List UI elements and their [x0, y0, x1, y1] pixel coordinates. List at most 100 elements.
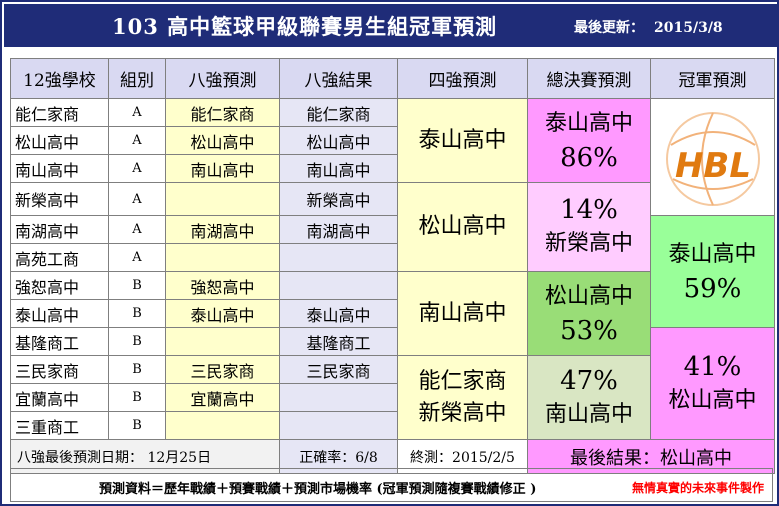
group-cell: A: [108, 154, 166, 183]
pred8-cell: 南湖高中: [165, 215, 280, 244]
group-cell: A: [108, 243, 166, 272]
champion-pred-2: 41% 松山高中: [650, 327, 775, 440]
pred8-cell: 松山高中: [165, 126, 280, 155]
final-pct: 47%: [560, 365, 618, 396]
final-pct: 53%: [560, 315, 618, 346]
group-cell: A: [108, 126, 166, 155]
semi-team: 能仁家商: [418, 368, 507, 394]
res8-cell: [279, 411, 398, 440]
table-row: 基隆商工 B 基隆商工 41% 松山高中: [10, 327, 775, 440]
updated-date: 2015/3/8: [654, 20, 723, 36]
table-row: 南湖高中 A 南湖高中 南湖高中 泰山高中 59%: [10, 215, 775, 328]
school-cell: 三民家商: [10, 355, 109, 384]
pred8-cell: 能仁家商: [165, 98, 280, 127]
group-cell: B: [108, 383, 166, 412]
col-header-finals: 總決賽預測: [527, 58, 651, 99]
table-row: 高苑工商 A: [10, 243, 775, 272]
final-team: 松山高中: [544, 283, 633, 309]
table-row: 強恕高中 B 強恕高中 南山高中 松山高中 53%: [10, 271, 775, 356]
res8-cell: 南湖高中: [279, 215, 398, 244]
pred8-cell: 泰山高中: [165, 299, 280, 328]
res8-cell: 基隆商工: [279, 327, 398, 356]
group-cell: A: [108, 182, 166, 216]
col-header-champion: 冠軍預測: [650, 58, 775, 99]
group-cell: B: [108, 299, 166, 328]
pred8-cell: [165, 182, 280, 216]
res8-cell: [279, 243, 398, 272]
col-header-res8: 八強結果: [279, 58, 398, 99]
table-row: 南山高中 A 南山高中 南山高中: [10, 154, 775, 183]
final-pred-4: 47% 南山高中: [527, 355, 651, 440]
school-cell: 能仁家商: [10, 98, 109, 127]
school-cell: 松山高中: [10, 126, 109, 155]
table-row: 宜蘭高中 B 宜蘭高中: [10, 383, 775, 412]
pred8-date: 八強最後預測日期： 12月25日: [10, 439, 280, 474]
page-title: 103 高中籃球甲級聯賽男生組冠軍預測: [112, 14, 498, 39]
final-pct: 86%: [560, 142, 618, 173]
res8-cell: 松山高中: [279, 126, 398, 155]
res8-cell: 泰山高中: [279, 299, 398, 328]
final-pred-1: 泰山高中 86%: [527, 98, 651, 183]
table-row: 松山高中 A 松山高中 松山高中: [10, 126, 775, 155]
semi-pred-1: 泰山高中: [397, 98, 528, 183]
school-cell: 南湖高中: [10, 215, 109, 244]
school-cell: 泰山高中: [10, 299, 109, 328]
res8-cell: 新榮高中: [279, 182, 398, 216]
title-bar: 103 高中籃球甲級聯賽男生組冠軍預測 最後更新： 2015/3/8: [4, 4, 777, 47]
semi-team: 新榮高中: [418, 400, 507, 426]
school-cell: 南山高中: [10, 154, 109, 183]
school-cell: 基隆商工: [10, 327, 109, 356]
pred8-cell: [165, 243, 280, 272]
data-source-note: 預測資料＝歷年戰績＋預賽戰績＋預測市場機率 (冠軍預測隨複賽戰績修正 ): [99, 482, 537, 497]
final-team: 新榮高中: [544, 231, 633, 256]
champion-pct: 59%: [683, 273, 742, 304]
school-cell: 高苑工商: [10, 243, 109, 272]
final-pred-2: 14% 新榮高中: [527, 182, 651, 272]
last-updated: 最後更新： 2015/3/8: [574, 17, 723, 37]
credit-text: 無情真實的未來事件製作: [631, 481, 764, 495]
group-cell: A: [108, 215, 166, 244]
final-pct: 14%: [560, 195, 618, 225]
hbl-logo-text: HBL: [675, 146, 751, 186]
semi-pred-4: 能仁家商 新榮高中: [397, 355, 528, 440]
prediction-table: 12強學校 組別 八強預測 八強結果 四強預測 總決賽預測 冠軍預測 能仁家商 …: [10, 58, 775, 474]
table-row: 能仁家商 A 能仁家商 能仁家商 泰山高中 泰山高中 86% HBL: [10, 98, 775, 216]
table-row: 新榮高中 A 新榮高中 松山高中 14% 新榮高中: [10, 182, 775, 272]
pred8-cell: 強恕高中: [165, 271, 280, 300]
group-cell: B: [108, 355, 166, 384]
semi-pred-2: 松山高中: [397, 182, 528, 272]
school-cell: 宜蘭高中: [10, 383, 109, 412]
pred8-cell: 南山高中: [165, 154, 280, 183]
res8-cell: 能仁家商: [279, 98, 398, 127]
res8-cell: 南山高中: [279, 154, 398, 183]
semi-pred-3: 南山高中: [397, 271, 528, 356]
table-row: 三民家商 B 三民家商 三民家商 能仁家商 新榮高中 47% 南山高中: [10, 355, 775, 440]
res8-cell: [279, 271, 398, 300]
col-header-schools: 12強學校: [10, 58, 109, 99]
pred8-cell: [165, 327, 280, 356]
group-cell: B: [108, 411, 166, 440]
champion-pct: 41%: [683, 351, 742, 382]
col-header-group: 組別: [108, 58, 166, 99]
school-cell: 強恕高中: [10, 271, 109, 300]
champion-team: 泰山高中: [668, 241, 757, 267]
hbl-logo: HBL: [650, 98, 775, 216]
pred8-cell: 宜蘭高中: [165, 383, 280, 412]
pred8-cell: [165, 411, 280, 440]
champion-team: 松山高中: [668, 387, 757, 413]
group-cell: B: [108, 327, 166, 356]
updated-label: 最後更新：: [574, 20, 644, 36]
champion-pred-1: 泰山高中 59%: [650, 215, 775, 328]
col-header-pred8: 八強預測: [165, 58, 280, 99]
hbl-logo-graphic: HBL: [666, 112, 760, 206]
header-row: 12強學校 組別 八強預測 八強結果 四強預測 總決賽預測 冠軍預測: [10, 58, 775, 99]
col-header-semis: 四強預測: [397, 58, 528, 99]
group-cell: A: [108, 98, 166, 127]
bottom-note-bar: 預測資料＝歷年戰績＋預賽戰績＋預測市場機率 (冠軍預測隨複賽戰績修正 ) 無情真…: [10, 468, 773, 502]
res8-cell: 三民家商: [279, 355, 398, 384]
table-row: 泰山高中 B 泰山高中 泰山高中: [10, 299, 775, 328]
school-cell: 新榮高中: [10, 182, 109, 216]
final-pred-3: 松山高中 53%: [527, 271, 651, 356]
res8-cell: [279, 383, 398, 412]
